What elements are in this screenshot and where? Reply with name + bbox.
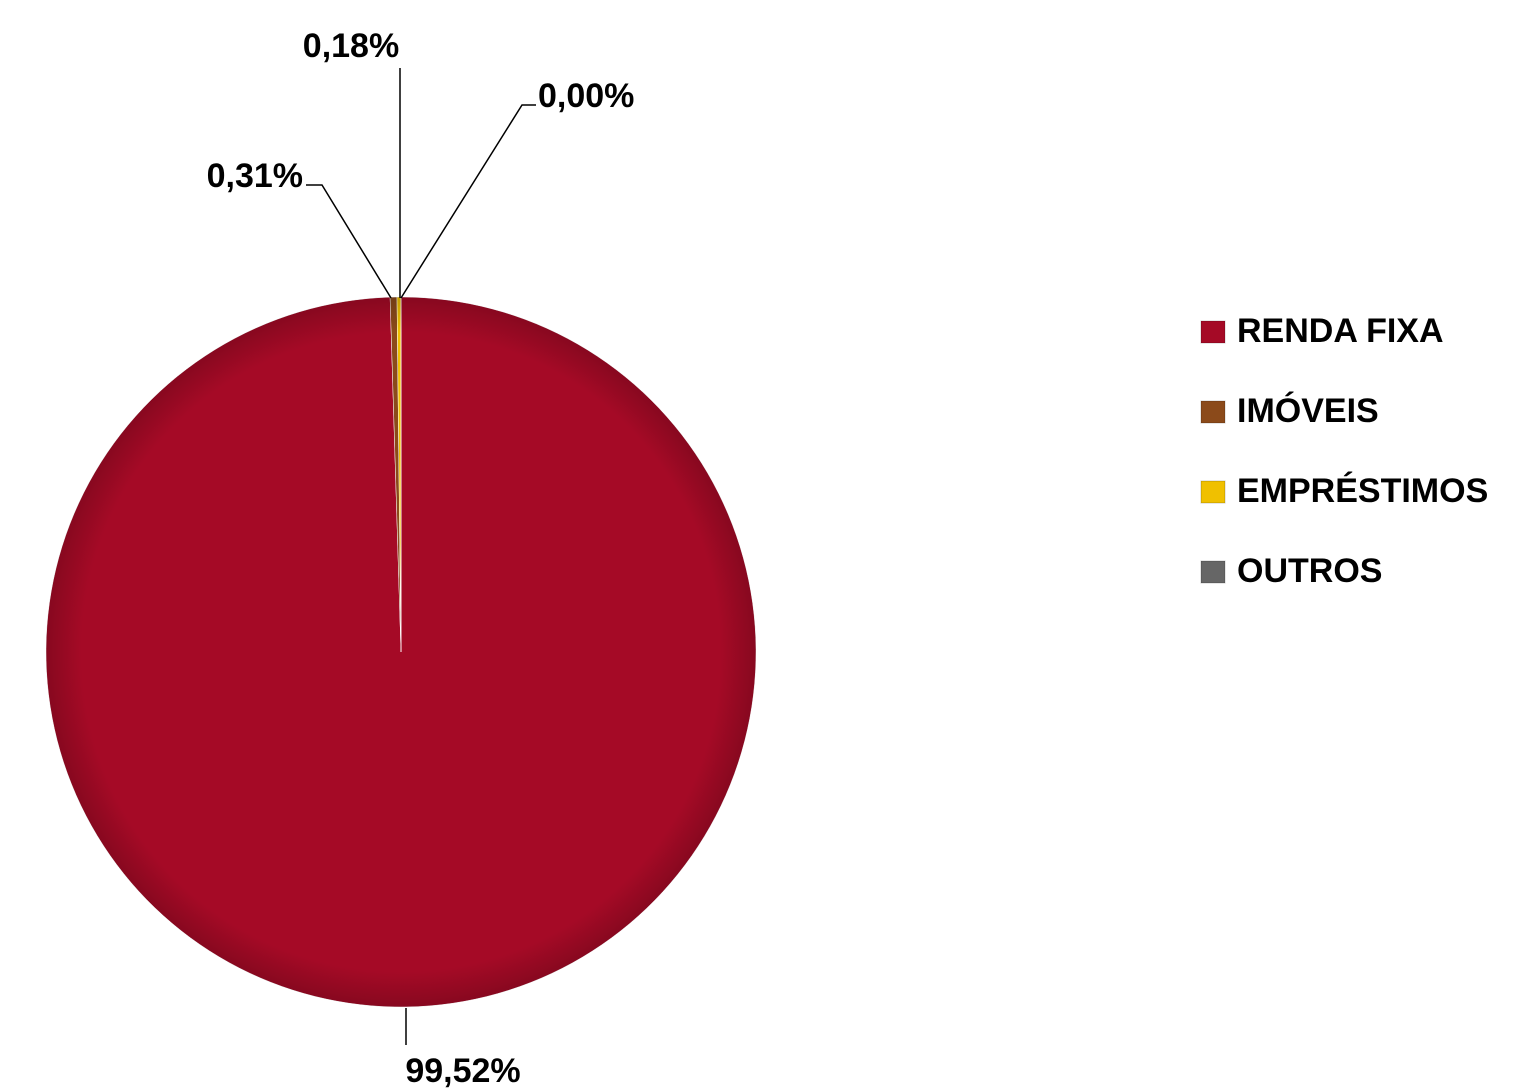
legend: RENDA FIXA IMÓVEIS EMPRÉSTIMOS OUTROS <box>1200 312 1488 590</box>
data-label: 0,00% <box>538 77 634 115</box>
data-label: 99,52% <box>405 1052 520 1090</box>
legend-swatch <box>1200 560 1226 584</box>
leader-line <box>306 184 392 299</box>
data-label: 0,18% <box>303 27 399 65</box>
pie-shade <box>46 297 756 1007</box>
legend-swatch <box>1200 400 1226 424</box>
legend-label: OUTROS <box>1237 552 1382 590</box>
legend-swatch <box>1200 320 1226 344</box>
legend-label: EMPRÉSTIMOS <box>1237 472 1488 510</box>
legend-label: IMÓVEIS <box>1237 392 1379 430</box>
legend-label: RENDA FIXA <box>1237 312 1444 350</box>
leader-line <box>400 104 536 299</box>
legend-swatch <box>1200 480 1226 504</box>
data-label: 0,31% <box>207 157 303 195</box>
labels: 99,52% 0,31% 0,18% 0,00% <box>207 27 635 1090</box>
